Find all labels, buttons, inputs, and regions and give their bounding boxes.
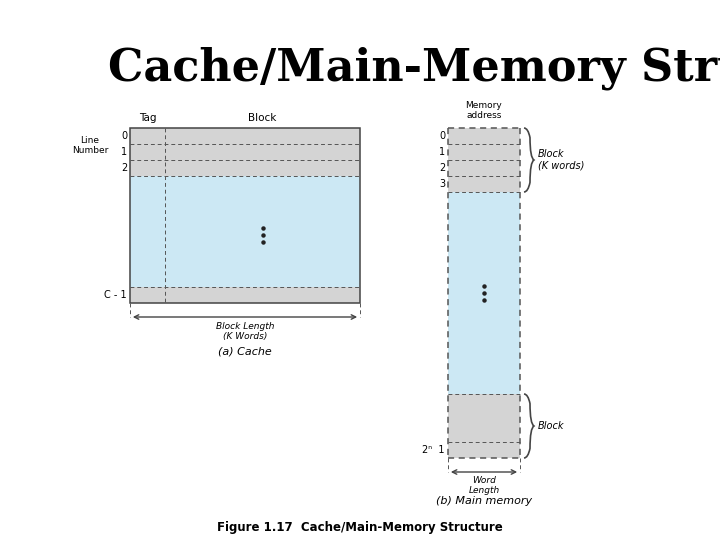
Bar bbox=[448, 176, 520, 192]
Bar bbox=[448, 144, 520, 160]
Bar bbox=[130, 144, 360, 160]
Bar bbox=[130, 128, 360, 144]
Text: Memory
address: Memory address bbox=[466, 100, 503, 120]
Text: Block: Block bbox=[538, 421, 564, 431]
Bar bbox=[448, 128, 520, 144]
Text: 2: 2 bbox=[438, 163, 445, 173]
Text: Word
Length: Word Length bbox=[469, 476, 500, 495]
Text: 1: 1 bbox=[439, 147, 445, 157]
Bar bbox=[130, 287, 360, 303]
Text: 0: 0 bbox=[439, 131, 445, 141]
Bar bbox=[130, 160, 360, 176]
Text: C - 1: C - 1 bbox=[104, 290, 127, 300]
Bar bbox=[448, 128, 520, 458]
Text: 2ⁿ  1: 2ⁿ 1 bbox=[423, 445, 445, 455]
Text: Cache/Main-Memory Structure: Cache/Main-Memory Structure bbox=[108, 46, 720, 90]
Text: 2: 2 bbox=[121, 163, 127, 173]
Text: Block
(K words): Block (K words) bbox=[538, 149, 585, 171]
Bar bbox=[130, 128, 360, 303]
Text: Block: Block bbox=[248, 113, 276, 123]
Text: Tag: Tag bbox=[139, 113, 156, 123]
Text: (b) Main memory: (b) Main memory bbox=[436, 496, 532, 506]
Bar bbox=[130, 128, 360, 303]
Text: (a) Cache: (a) Cache bbox=[218, 347, 272, 357]
Text: Line
Number: Line Number bbox=[72, 136, 108, 156]
Bar bbox=[448, 394, 520, 458]
Text: 0: 0 bbox=[121, 131, 127, 141]
Text: Figure 1.17  Cache/Main-Memory Structure: Figure 1.17 Cache/Main-Memory Structure bbox=[217, 521, 503, 534]
Text: 3: 3 bbox=[439, 179, 445, 189]
Text: 1: 1 bbox=[121, 147, 127, 157]
Text: Block Length
(K Words): Block Length (K Words) bbox=[216, 322, 274, 341]
Bar bbox=[448, 160, 520, 176]
